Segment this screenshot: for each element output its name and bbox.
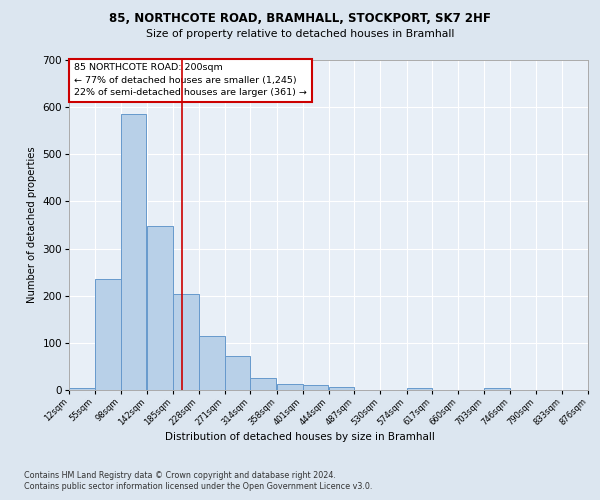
Bar (224, 356, 250, 390)
Text: 85 NORTHCOTE ROAD: 200sqm
← 77% of detached houses are smaller (1,245)
22% of se: 85 NORTHCOTE ROAD: 200sqm ← 77% of detac… (74, 64, 307, 98)
Bar (407, 388, 433, 390)
Bar (69, 388, 95, 390)
Text: 85, NORTHCOTE ROAD, BRAMHALL, STOCKPORT, SK7 2HF: 85, NORTHCOTE ROAD, BRAMHALL, STOCKPORT,… (109, 12, 491, 26)
Bar (121, 114, 146, 390)
Bar (250, 378, 276, 390)
Text: Contains HM Land Registry data © Crown copyright and database right 2024.: Contains HM Land Registry data © Crown c… (24, 471, 336, 480)
Bar (484, 388, 510, 390)
Bar (302, 386, 329, 390)
Y-axis label: Number of detached properties: Number of detached properties (27, 146, 37, 304)
Text: Distribution of detached houses by size in Bramhall: Distribution of detached houses by size … (165, 432, 435, 442)
Text: Contains public sector information licensed under the Open Government Licence v3: Contains public sector information licen… (24, 482, 373, 491)
Bar (95, 279, 121, 390)
Bar (329, 387, 355, 390)
Bar (147, 226, 173, 390)
Bar (199, 336, 224, 390)
Bar (173, 294, 199, 390)
Text: Size of property relative to detached houses in Bramhall: Size of property relative to detached ho… (146, 29, 454, 39)
Bar (277, 384, 302, 390)
